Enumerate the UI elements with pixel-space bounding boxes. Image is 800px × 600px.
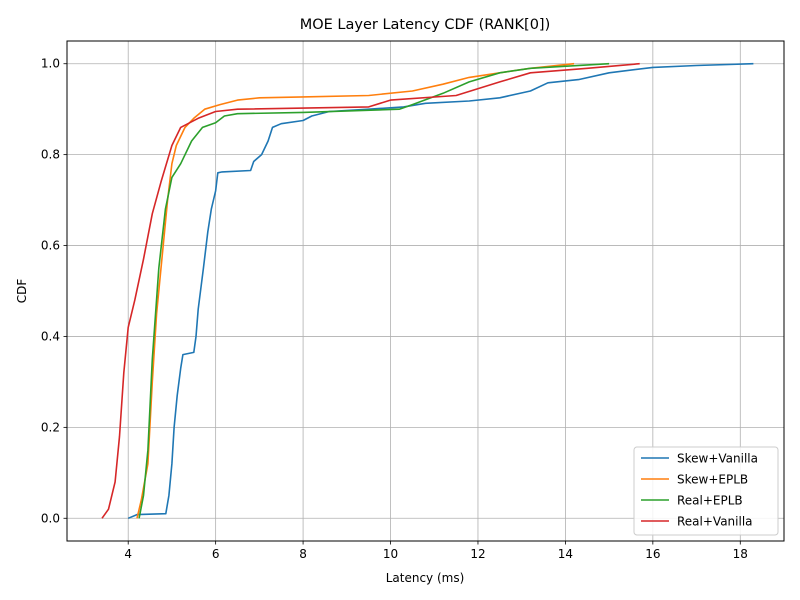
y-tick-label: 1.0: [41, 57, 60, 71]
chart-title: MOE Layer Latency CDF (RANK[0]): [300, 17, 551, 33]
x-tick-label: 10: [383, 547, 398, 561]
x-tick-label: 16: [645, 547, 660, 561]
series-line-skew-vanilla: [127, 62, 754, 520]
legend-items: Skew+Vanilla Skew+EPLB Real+EPLB Real+Vanil…: [641, 452, 758, 529]
series-line-real-vanilla: [101, 62, 640, 519]
legend-label-skew-eplb: Skew+EPLB: [677, 473, 748, 487]
x-tick-label: 6: [212, 547, 220, 561]
x-tick-label: 12: [470, 547, 485, 561]
legend-label-skew-vanilla: Skew+Vanilla: [677, 452, 758, 466]
legend-box: [633, 446, 779, 536]
y-tick-label: 0.2: [41, 420, 60, 434]
y-tick-label: 0.0: [41, 511, 60, 525]
series-line-skew-eplb: [136, 62, 575, 519]
x-tick-label: 14: [558, 547, 573, 561]
x-axis-title: Latency (ms): [386, 571, 465, 585]
legend-label-real-vanilla: Real+Vanilla: [677, 515, 753, 529]
series-line-real-eplb: [138, 62, 610, 519]
y-tick-label: 0.4: [41, 329, 60, 343]
axis-ticks: 4 6 8 10 12 14 16 18 0.0 0.2 0.4 0.6 0.8 1.0: [41, 57, 748, 561]
y-tick-label: 0.6: [41, 239, 60, 253]
x-tick-label: 18: [733, 547, 748, 561]
plot-frame: [66, 40, 785, 542]
y-axis-title: CDF: [15, 279, 29, 304]
legend: Skew+Vanilla Skew+EPLB Real+EPLB Real+Vanil…: [633, 446, 779, 536]
series-lines: [101, 62, 754, 520]
x-tick-label: 4: [124, 547, 132, 561]
grid-lines: [67, 41, 784, 541]
x-tick-label: 8: [299, 547, 307, 561]
legend-label-real-eplb: Real+EPLB: [677, 494, 743, 508]
y-tick-label: 0.8: [41, 148, 60, 162]
